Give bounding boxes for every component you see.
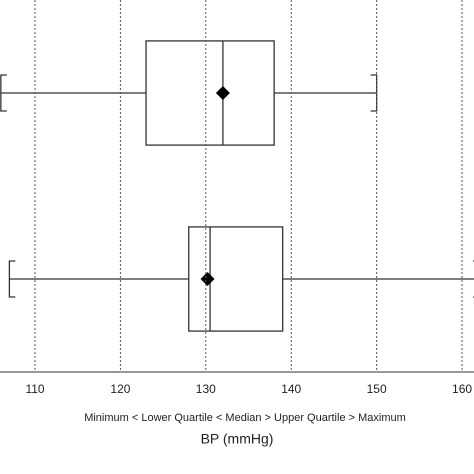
x-tick-label: 130 xyxy=(196,382,216,396)
whisker-cap xyxy=(8,260,16,298)
plot-area xyxy=(0,40,474,332)
x-tick-label: 150 xyxy=(367,382,387,396)
x-tick-label: 120 xyxy=(110,382,130,396)
x-tick-label: 160 xyxy=(452,382,472,396)
x-tick-label: 110 xyxy=(25,382,44,396)
x-tick-label: 140 xyxy=(281,382,301,396)
x-axis-label: BP (mmHg) xyxy=(201,431,274,447)
whisker-cap xyxy=(0,74,7,112)
box xyxy=(145,40,275,146)
mean-marker xyxy=(215,86,230,100)
subtitle: Minimum < Lower Quartile < Median > Uppe… xyxy=(84,412,406,424)
mean-marker xyxy=(200,272,215,286)
